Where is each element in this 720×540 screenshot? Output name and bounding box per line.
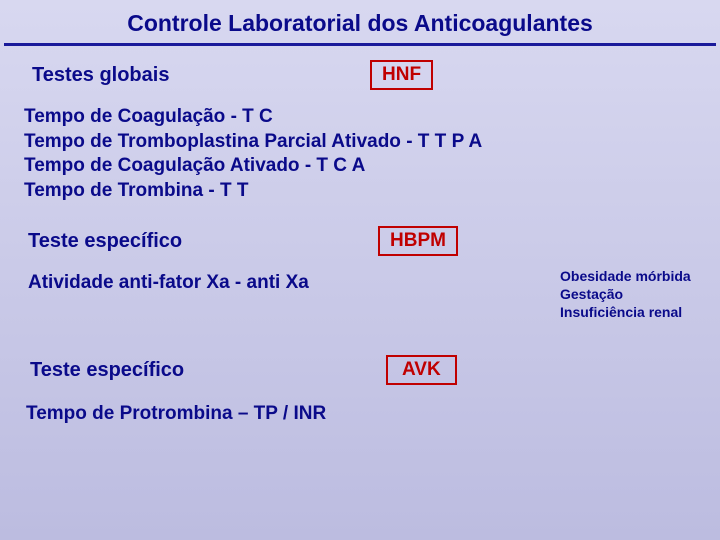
badge-hnf: HNF [370, 60, 433, 90]
section-specific-test-2: Teste específico AVK [0, 359, 720, 382]
section-specific-test-1: Teste específico HBPM [0, 230, 720, 253]
section1-line-3: Tempo de Trombina - T T [24, 179, 720, 204]
section2-header: Teste específico [28, 230, 720, 253]
section2-body-row: Atividade anti-fator Xa - anti Xa Obesid… [0, 271, 720, 296]
side-note-1: Gestação [560, 285, 691, 303]
section-global-tests: Testes globais HNF [0, 64, 720, 87]
section1-line-1: Tempo de Tromboplastina Parcial Ativado … [24, 130, 720, 155]
section1-line-2: Tempo de Coagulação Ativado - T C A [24, 154, 720, 179]
badge-hbpm: HBPM [378, 226, 458, 256]
side-note-block: Obesidade mórbida Gestação Insuficiência… [560, 267, 691, 322]
side-note-0: Obesidade mórbida [560, 267, 691, 285]
section1-line-0: Tempo de Coagulação - T C [24, 105, 720, 130]
badge-avk: AVK [386, 355, 457, 385]
title-underline [4, 43, 716, 46]
section3-header: Teste específico [30, 359, 720, 382]
section3-line: Tempo de Protrombina – TP / INR [26, 402, 720, 427]
side-note-2: Insuficiência renal [560, 303, 691, 321]
slide-title: Controle Laboratorial dos Anticoagulante… [0, 0, 720, 43]
